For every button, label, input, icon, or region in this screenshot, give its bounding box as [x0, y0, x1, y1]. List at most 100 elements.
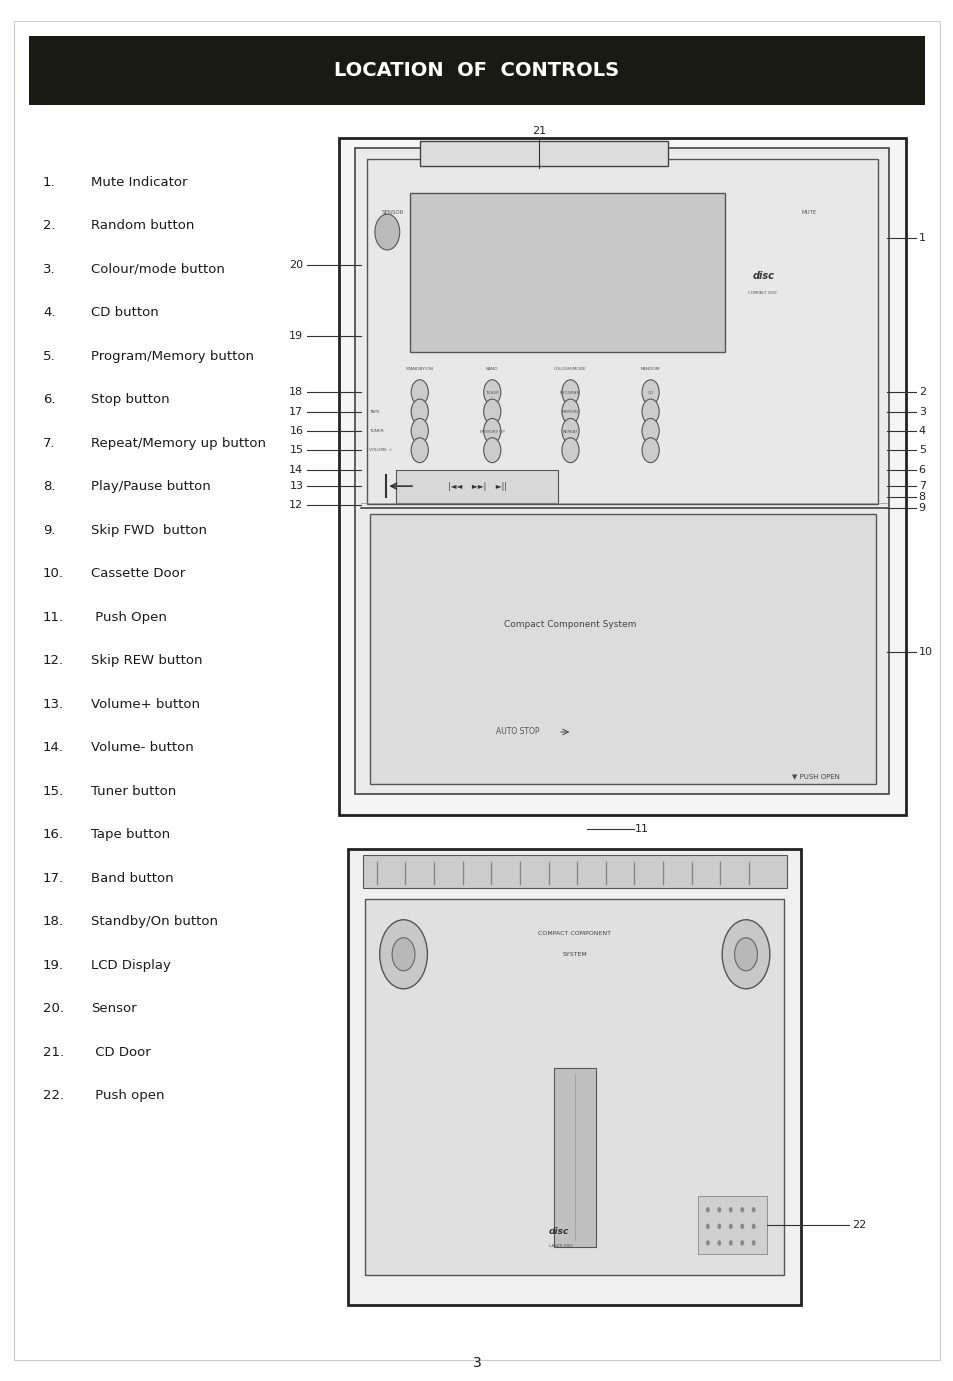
Circle shape	[740, 1240, 743, 1246]
Text: 20: 20	[289, 260, 303, 271]
Text: LOCATION  OF  CONTROLS: LOCATION OF CONTROLS	[335, 61, 618, 80]
Text: 13: 13	[289, 481, 303, 492]
Text: MUTE: MUTE	[801, 210, 816, 215]
Text: RANDOM: RANDOM	[640, 367, 659, 371]
Text: Volume- button: Volume- button	[91, 742, 193, 754]
Bar	[395, 470, 558, 503]
Text: Push Open: Push Open	[91, 610, 167, 624]
Circle shape	[641, 380, 659, 405]
Text: AUTO STOP: AUTO STOP	[496, 728, 539, 736]
Bar	[338, 138, 905, 815]
Text: MEMORY: MEMORY	[561, 410, 578, 414]
Text: 16: 16	[289, 425, 303, 436]
Circle shape	[705, 1224, 709, 1229]
Circle shape	[717, 1207, 720, 1213]
Text: COMPACT DISC: COMPACT DISC	[747, 291, 778, 294]
Text: Tape button: Tape button	[91, 829, 170, 841]
Circle shape	[411, 438, 428, 463]
Text: BAND: BAND	[485, 367, 498, 371]
Circle shape	[483, 380, 500, 405]
Text: 5.: 5.	[43, 349, 55, 363]
Text: disc: disc	[752, 271, 773, 282]
Text: 7.: 7.	[43, 436, 55, 450]
Circle shape	[561, 380, 578, 405]
Text: SENSOR: SENSOR	[381, 210, 404, 215]
Text: TUNER: TUNER	[369, 429, 383, 432]
Text: 19: 19	[289, 330, 303, 341]
Text: 9.: 9.	[43, 523, 55, 537]
Text: 21.: 21.	[43, 1045, 64, 1059]
Text: LASER DISC: LASER DISC	[549, 1244, 573, 1248]
Text: 17.: 17.	[43, 871, 64, 885]
Text: MEMORY UP: MEMORY UP	[479, 429, 504, 434]
Bar	[29, 36, 924, 105]
Text: Play/Pause button: Play/Pause button	[91, 481, 211, 493]
Text: CD Door: CD Door	[91, 1045, 151, 1059]
Text: COMPACT COMPONENT: COMPACT COMPONENT	[537, 931, 611, 936]
Text: 10.: 10.	[43, 568, 64, 580]
Circle shape	[392, 938, 415, 971]
Circle shape	[411, 399, 428, 424]
Text: 9: 9	[918, 503, 924, 514]
Text: 13.: 13.	[43, 697, 64, 711]
Circle shape	[751, 1224, 755, 1229]
Text: 8: 8	[918, 492, 924, 503]
Text: 3: 3	[918, 406, 924, 417]
Text: 14: 14	[289, 464, 303, 475]
Text: 12: 12	[289, 500, 303, 511]
Circle shape	[734, 938, 757, 971]
Text: 15: 15	[289, 445, 303, 456]
Text: Repeat/Memory up button: Repeat/Memory up button	[91, 436, 265, 450]
Circle shape	[740, 1207, 743, 1213]
Circle shape	[705, 1207, 709, 1213]
Bar	[370, 514, 875, 784]
Circle shape	[379, 920, 427, 989]
Text: 4.: 4.	[43, 307, 55, 319]
Text: REPEAT: REPEAT	[562, 429, 578, 434]
Bar	[362, 855, 786, 888]
Text: 18: 18	[289, 387, 303, 398]
Bar	[419, 141, 667, 166]
Text: SYSTEM: SYSTEM	[562, 952, 586, 957]
Text: 16.: 16.	[43, 829, 64, 841]
Text: 11: 11	[634, 823, 648, 834]
Circle shape	[411, 418, 428, 443]
Text: LCD Display: LCD Display	[91, 958, 171, 972]
Text: 4: 4	[918, 425, 924, 436]
Text: 8.: 8.	[43, 481, 55, 493]
Text: disc: disc	[549, 1226, 569, 1236]
Text: 2: 2	[918, 387, 924, 398]
Circle shape	[717, 1240, 720, 1246]
Circle shape	[751, 1240, 755, 1246]
Circle shape	[641, 418, 659, 443]
Text: 3.: 3.	[43, 262, 55, 276]
Circle shape	[483, 438, 500, 463]
Text: TAPE: TAPE	[369, 410, 379, 413]
Text: TUNER: TUNER	[485, 391, 498, 395]
Text: 12.: 12.	[43, 655, 64, 667]
Text: CD: CD	[647, 391, 653, 395]
Text: Random button: Random button	[91, 220, 193, 232]
Text: |◄◄    ►►|    ►||: |◄◄ ►►| ►||	[447, 482, 506, 490]
Text: STANDBY/ON: STANDBY/ON	[405, 367, 434, 371]
Text: 21: 21	[532, 126, 545, 137]
Text: 14.: 14.	[43, 742, 64, 754]
Circle shape	[483, 399, 500, 424]
Bar	[410, 193, 724, 352]
Text: 1: 1	[918, 232, 924, 243]
Text: Volume+ button: Volume+ button	[91, 697, 199, 711]
Text: 10: 10	[918, 646, 932, 657]
Bar	[367, 159, 877, 504]
Circle shape	[561, 418, 578, 443]
Text: VOLUME +: VOLUME +	[369, 449, 392, 452]
Text: 20.: 20.	[43, 1003, 64, 1015]
Text: Mute Indicator: Mute Indicator	[91, 175, 187, 189]
Text: PROGRAM: PROGRAM	[559, 391, 580, 395]
Text: Push open: Push open	[91, 1090, 164, 1102]
Circle shape	[641, 438, 659, 463]
Bar	[355, 148, 888, 794]
Text: 6: 6	[918, 464, 924, 475]
Circle shape	[375, 214, 399, 250]
Circle shape	[561, 399, 578, 424]
Text: Skip REW button: Skip REW button	[91, 655, 202, 667]
